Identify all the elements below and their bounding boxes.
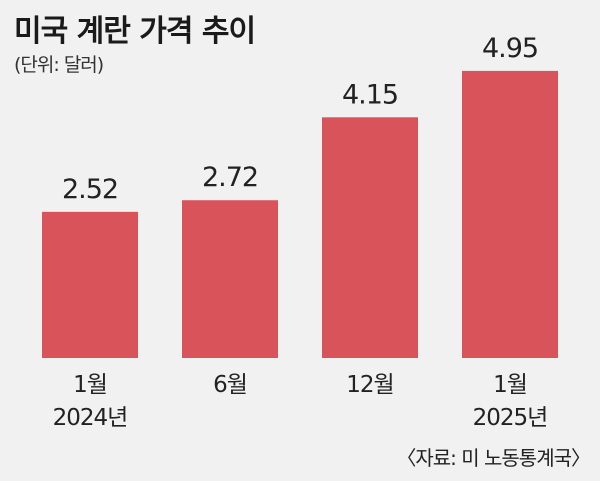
x-tick-year-label: 2025년 bbox=[473, 405, 548, 431]
bar bbox=[182, 200, 278, 358]
data-label: 4.95 bbox=[482, 33, 538, 64]
unit-label: (단위: 달러) bbox=[14, 54, 104, 76]
data-label: 2.52 bbox=[62, 174, 118, 205]
x-tick-label: 1월 bbox=[493, 372, 527, 398]
x-tick-label: 6월 bbox=[213, 372, 247, 398]
x-tick-year-label: 2024년 bbox=[53, 405, 128, 431]
data-label: 4.15 bbox=[342, 79, 398, 110]
bar bbox=[462, 70, 558, 359]
x-tick-label: 1월 bbox=[73, 372, 107, 398]
source-note: 〈자료: 미 노동통계국〉 bbox=[396, 446, 591, 470]
bar bbox=[42, 211, 138, 358]
data-label: 2.72 bbox=[202, 162, 258, 193]
x-tick-label: 12월 bbox=[346, 372, 393, 398]
chart-title: 미국 계란 가격 추이 bbox=[14, 14, 256, 49]
bar bbox=[322, 117, 418, 358]
